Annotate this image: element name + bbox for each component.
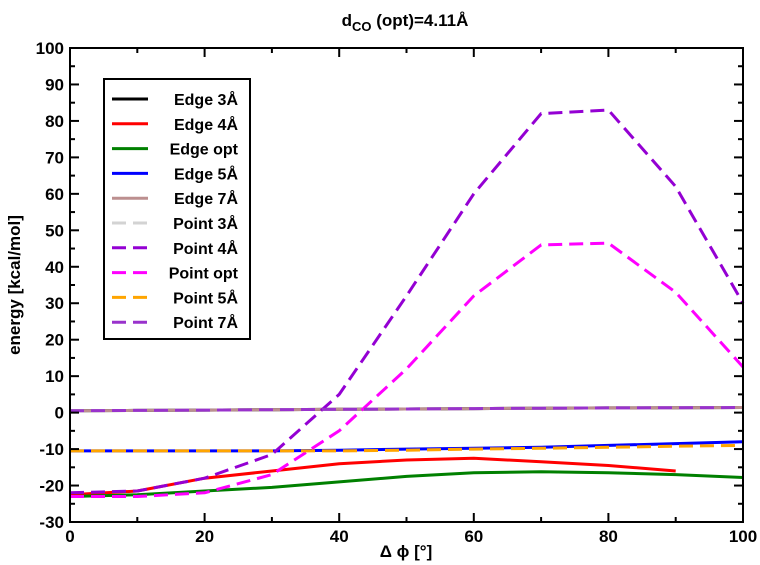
x-tick-label: 60 (464, 527, 483, 546)
x-tick-label: 80 (599, 527, 618, 546)
x-axis-label: Δ ϕ [°] (380, 542, 433, 561)
series-line-9 (69, 406, 744, 413)
x-tick-label: 0 (65, 527, 74, 546)
y-tick-label: 80 (45, 112, 64, 131)
legend-label: Point 5Å (173, 288, 238, 307)
legend-label: Point 4Å (173, 239, 238, 258)
y-axis-label: energy [kcal/mol] (5, 215, 24, 355)
series-line-7 (70, 241, 745, 498)
y-tick-label: 60 (45, 185, 64, 204)
legend: Edge 3Å Edge 4Å Edge opt Edge 5Å Edge 7Å Poin… (103, 78, 251, 340)
chart-title: dCO (opt)=4.11Å (342, 11, 469, 34)
ticks-layer: 0 20 40 60 80 100 -30 -20 -10 0 10 20 30 40 50 60 70 80 90… (36, 39, 758, 546)
legend-label: Edge 3Å (174, 90, 238, 109)
x-tick-label: 100 (729, 527, 757, 546)
y-tick-label: -10 (39, 440, 64, 459)
series-line-1 (69, 456, 676, 497)
y-tick-label: 10 (45, 367, 64, 386)
plot-frame (69, 47, 744, 523)
y-tick-label: 40 (45, 258, 64, 277)
x-tick-label: 40 (330, 527, 349, 546)
title-main: d (342, 11, 352, 30)
legend-label: Edge 4Å (174, 115, 238, 134)
legend-label: Point opt (169, 266, 239, 283)
y-tick-label: 50 (45, 221, 64, 240)
series-layer (69, 108, 745, 498)
x-tick-label: 20 (195, 527, 214, 546)
series-line-8 (70, 443, 744, 453)
y-tick-label: 70 (45, 148, 64, 167)
legend-label: Edge 7Å (174, 189, 238, 208)
y-tick-label: 100 (36, 39, 64, 58)
legend-label: Point 3Å (173, 214, 238, 233)
series-line-6 (69, 108, 745, 495)
y-tick-label: 20 (45, 331, 64, 350)
y-tick-label: -20 (39, 477, 64, 496)
y-tick-label: 0 (55, 404, 64, 423)
title-subscript: CO (352, 19, 372, 34)
legend-label: Point 7Å (173, 313, 238, 332)
series-line-2 (69, 470, 744, 498)
y-tick-label: 30 (45, 294, 64, 313)
y-tick-label: 90 (45, 75, 64, 94)
legend-label: Edge opt (170, 142, 239, 159)
title-rest: (opt)=4.11Å (372, 11, 469, 30)
legend-label: Edge 5Å (174, 164, 238, 183)
y-tick-label: -30 (39, 513, 64, 532)
